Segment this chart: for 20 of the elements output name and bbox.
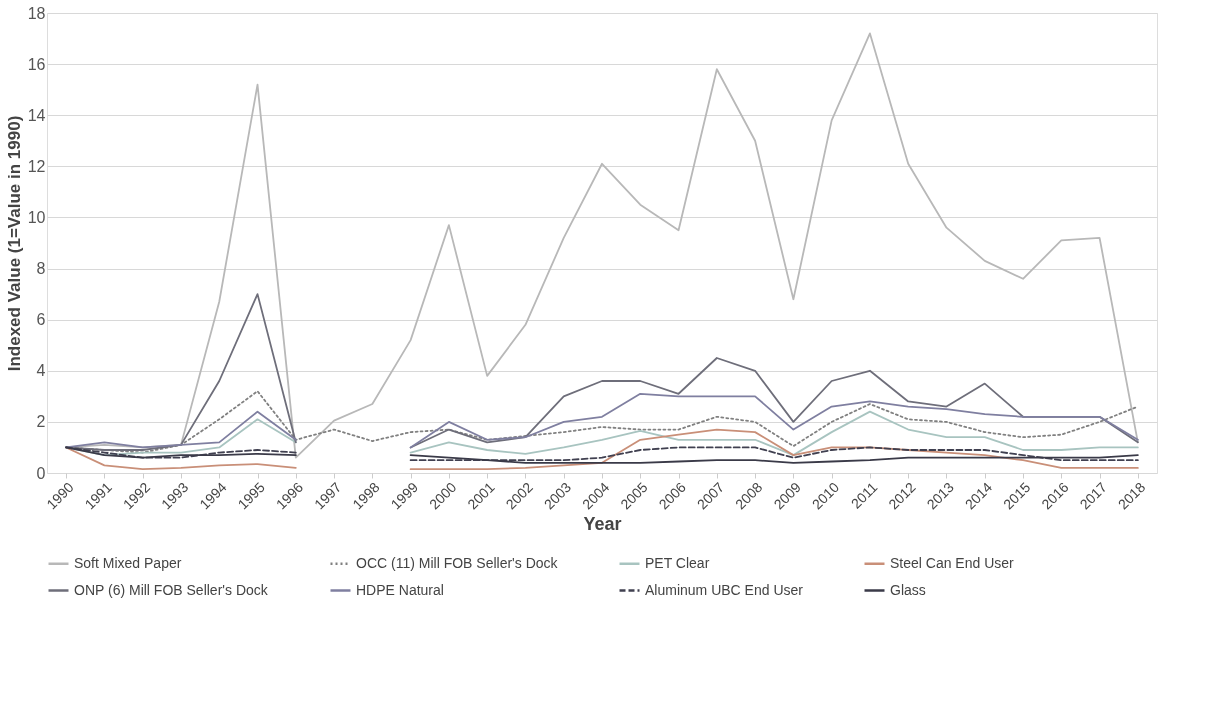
- legend-label: Glass: [890, 581, 926, 598]
- legend-label: Aluminum UBC End User: [645, 581, 804, 598]
- y-tick-label: 8: [36, 260, 46, 278]
- legend-label: HDPE Natural: [356, 581, 444, 598]
- x-axis-title: Year: [583, 514, 622, 535]
- legend-label: OCC (11) Mill FOB Seller's Dock: [356, 554, 559, 571]
- legend-label: PET Clear: [645, 554, 710, 571]
- y-tick-label: 18: [27, 4, 46, 22]
- y-axis-title: Indexed Value (1=Value in 1990): [4, 115, 24, 372]
- y-tick-label: 0: [36, 464, 46, 482]
- y-tick-label: 2: [36, 413, 46, 431]
- legend-label: Soft Mixed Paper: [74, 554, 182, 571]
- y-tick-label: 4: [36, 362, 46, 380]
- y-tick-label: 12: [27, 157, 46, 175]
- y-tick-label: 10: [27, 208, 46, 226]
- y-tick-label: 6: [36, 311, 46, 329]
- legend-label: Steel Can End User: [890, 554, 1015, 571]
- legend-label: ONP (6) Mill FOB Seller's Dock: [74, 581, 269, 598]
- y-tick-label: 16: [27, 55, 46, 73]
- y-tick-label: 14: [27, 106, 46, 124]
